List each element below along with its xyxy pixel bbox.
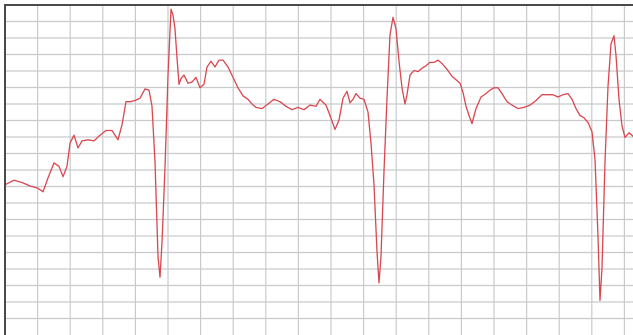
chart-frame	[4, 4, 633, 335]
ecg-trace-layer	[4, 8, 633, 301]
grid-lines	[5, 5, 633, 335]
ecg-trace-line	[4, 8, 633, 301]
